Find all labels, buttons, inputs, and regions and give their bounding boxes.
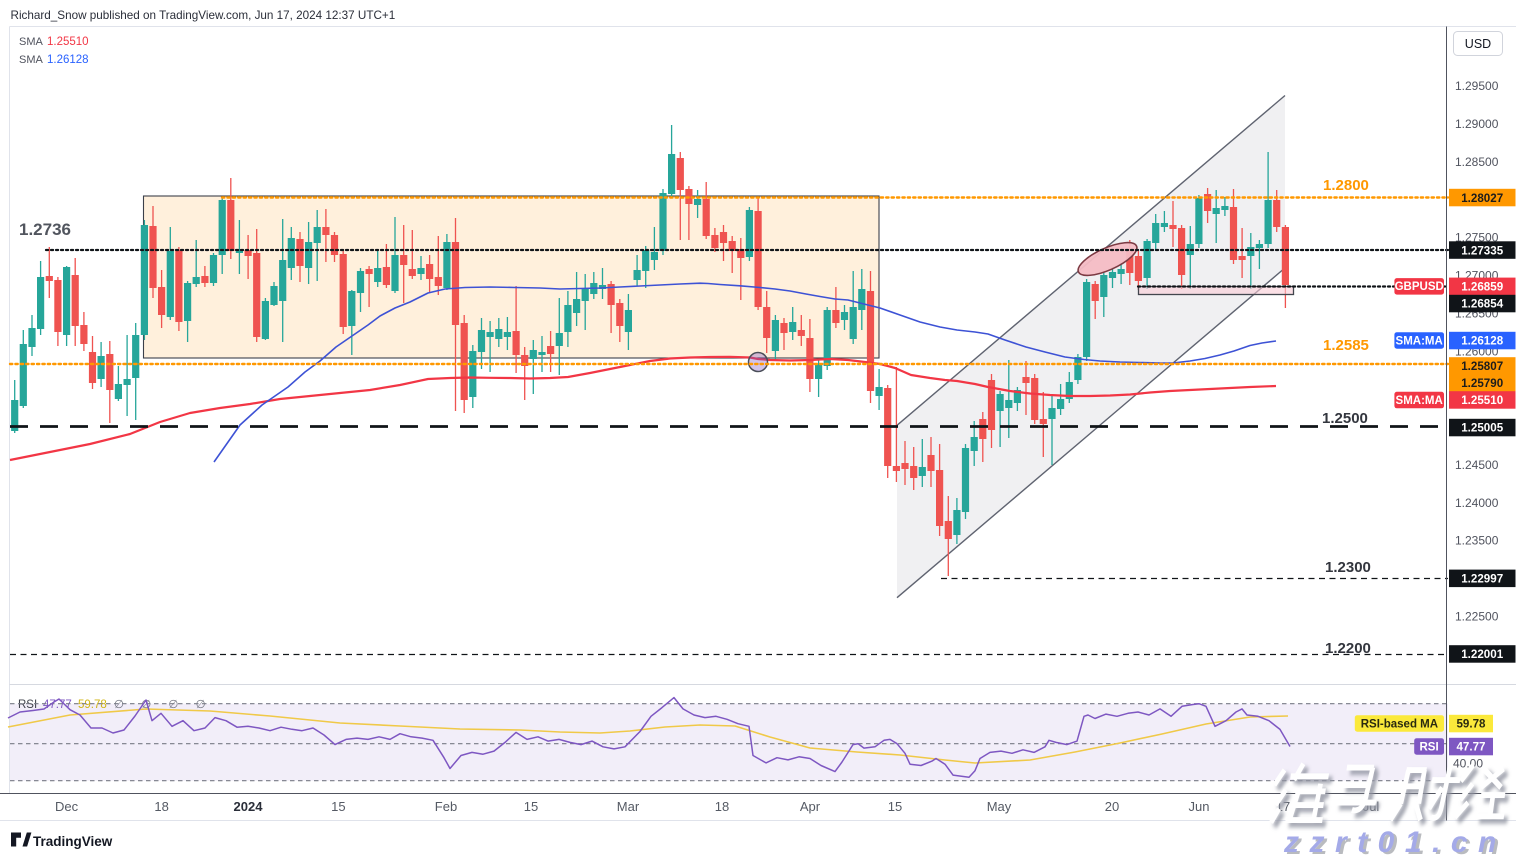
svg-text:RSI: RSI (1420, 741, 1439, 753)
svg-text:15: 15 (524, 799, 538, 814)
svg-text:GBPUSD: GBPUSD (1395, 281, 1444, 293)
svg-text:18: 18 (715, 799, 729, 814)
svg-text:1.2800: 1.2800 (1323, 177, 1369, 194)
svg-text:1.25005: 1.25005 (1461, 422, 1503, 435)
svg-text:Jun: Jun (1189, 799, 1210, 814)
svg-text:zzrt01.cn: zzrt01.cn (1286, 828, 1510, 857)
svg-text:1.26854: 1.26854 (1461, 298, 1503, 311)
svg-text:1.25510: 1.25510 (47, 36, 89, 48)
svg-text:∅ ∅ ∅ ∅: ∅ ∅ ∅ ∅ (114, 699, 213, 711)
svg-text:1.25807: 1.25807 (1461, 360, 1503, 373)
svg-text:1.25510: 1.25510 (1461, 394, 1503, 407)
svg-text:1.2300: 1.2300 (1325, 559, 1371, 576)
svg-text:1.23500: 1.23500 (1455, 534, 1499, 548)
svg-text:Dec: Dec (55, 799, 79, 814)
svg-text:SMA:MA: SMA:MA (1396, 335, 1443, 347)
svg-text:1.26859: 1.26859 (1461, 281, 1503, 294)
svg-text:1.2200: 1.2200 (1325, 640, 1371, 657)
svg-text:1.22997: 1.22997 (1461, 573, 1503, 586)
svg-text:1.2500: 1.2500 (1322, 410, 1368, 427)
svg-text:1.25790: 1.25790 (1461, 377, 1503, 390)
svg-text:SMA: SMA (19, 54, 44, 66)
svg-text:20: 20 (1105, 799, 1119, 814)
svg-text:SMA:MA: SMA:MA (1396, 395, 1443, 407)
svg-text:SMA: SMA (19, 36, 44, 48)
svg-text:TradingView: TradingView (33, 834, 113, 849)
svg-text:1.24000: 1.24000 (1455, 496, 1499, 510)
svg-text:RSI-based MA: RSI-based MA (1361, 718, 1438, 730)
svg-text:1.27500: 1.27500 (1455, 231, 1499, 245)
svg-text:1.2585: 1.2585 (1323, 337, 1369, 354)
svg-text:59.78: 59.78 (1456, 718, 1486, 731)
svg-text:1.26128: 1.26128 (47, 54, 89, 66)
svg-text:1.28500: 1.28500 (1455, 155, 1499, 169)
svg-text:Mar: Mar (617, 799, 640, 814)
svg-text:Richard_Snow published on Trad: Richard_Snow published on TradingView.co… (11, 9, 396, 22)
svg-text:USD: USD (1465, 37, 1491, 51)
svg-text:47.77: 47.77 (1456, 741, 1485, 754)
svg-text:18: 18 (154, 799, 168, 814)
svg-text:RSI: RSI (18, 699, 37, 711)
svg-text:zzrt01.cn: zzrt01.cn (1283, 826, 1507, 857)
svg-text:1.26128: 1.26128 (1461, 335, 1503, 348)
svg-text:Apr: Apr (800, 799, 821, 814)
svg-text:2024: 2024 (234, 799, 264, 814)
svg-text:15: 15 (888, 799, 902, 814)
svg-text:1.29000: 1.29000 (1455, 117, 1499, 131)
svg-text:1.27335: 1.27335 (1461, 244, 1503, 257)
svg-text:1.22500: 1.22500 (1455, 609, 1499, 623)
svg-text:May: May (987, 799, 1012, 814)
svg-text:59.78: 59.78 (78, 699, 107, 711)
svg-text:15: 15 (331, 799, 345, 814)
svg-text:1.2736: 1.2736 (19, 220, 71, 239)
svg-text:47.77: 47.77 (43, 699, 72, 711)
svg-text:Feb: Feb (435, 799, 457, 814)
svg-text:1.24500: 1.24500 (1455, 458, 1499, 472)
svg-text:1.28027: 1.28027 (1461, 192, 1503, 205)
svg-text:1.29500: 1.29500 (1455, 79, 1499, 93)
svg-text:40.00: 40.00 (1453, 757, 1483, 771)
svg-text:1.22001: 1.22001 (1461, 648, 1503, 661)
